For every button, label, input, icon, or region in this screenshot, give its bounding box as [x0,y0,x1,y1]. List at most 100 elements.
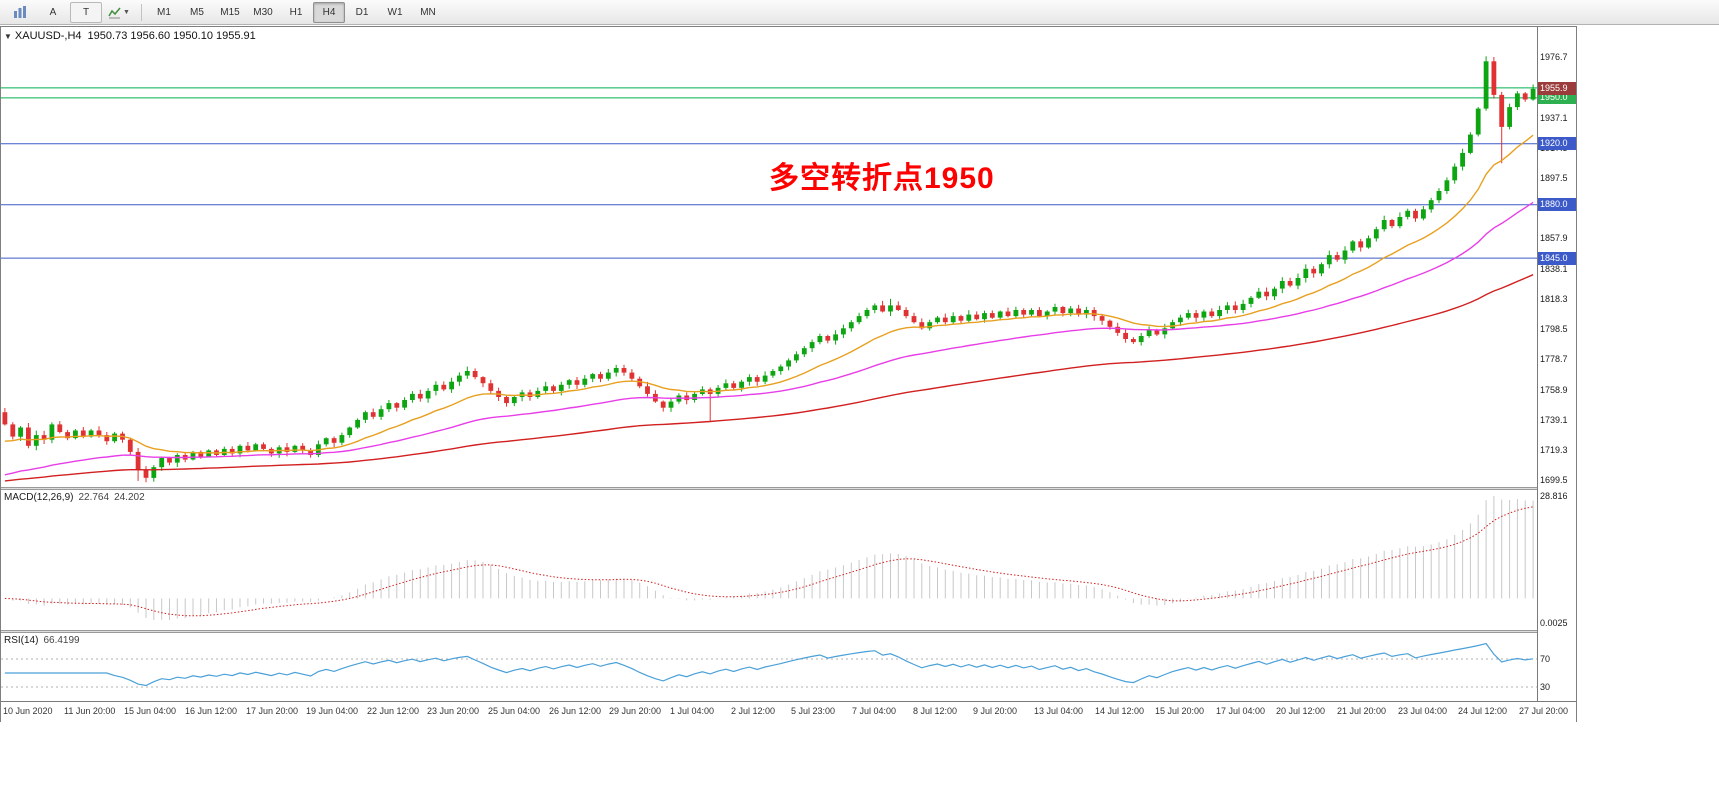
candle [1389,218,1395,229]
candle [786,358,791,371]
time-axis-label: 24 Jul 12:00 [1458,706,1508,716]
bar-chart-icon-button[interactable] [4,2,36,23]
ohlc-values: 1950.73 1956.60 1950.10 1955.91 [87,30,256,42]
candle [605,369,611,381]
price-scale[interactable]: 28.816 0.0025 70 30 1976.71956.91937.119… [1538,27,1576,701]
timeframe-button-d1[interactable]: D1 [355,6,369,18]
candle [1005,307,1011,318]
chart-annotation-text[interactable]: 多空转折点1950 [769,162,995,195]
candle [825,334,831,344]
time-axis-label: 17 Jul 04:00 [1216,706,1266,716]
main-chart-pane[interactable]: ▼ XAUUSD-,H4 1950.73 1956.60 1950.10 1955.… [1,27,1537,487]
timeframe-button-w1[interactable]: W1 [387,6,403,18]
timeframe-buttons: M1 M5 M15 M30 H1 H4 D1 W1 MN [148,1,444,23]
candle [339,432,345,446]
timeframe-button-m30[interactable]: M30 [253,6,273,18]
candle [308,448,313,458]
toolbar-separator [141,3,142,21]
candle [1319,262,1324,277]
candlestick-chart[interactable] [1,27,1537,487]
candle [1115,322,1121,336]
candle [167,456,172,466]
candle [1366,235,1371,249]
price-axis-label: 1778.7 [1540,354,1568,364]
price-axis-label: 1937.1 [1540,113,1568,123]
pane-splitter-rsi[interactable] [1,630,1537,633]
candle [1483,56,1489,111]
indicators-icon [108,7,121,18]
time-axis-label: 10 Jun 2020 [3,706,53,716]
rsi-line [4,642,1534,687]
time-axis[interactable]: 10 Jun 2020 11 Jun 20:00 15 Jun 04:00 16 Ju… [1,701,1576,722]
candle [1381,215,1387,232]
pane-splitter-macd[interactable] [1,487,1537,490]
bar-chart-icon [14,6,26,18]
candle [958,314,964,324]
candle [472,368,478,380]
candle [872,303,878,314]
candle [386,400,392,412]
macd-signal-line [4,506,1534,617]
candle [174,453,180,467]
chart-header: ▼ XAUUSD-,H4 1950.73 1956.60 1950.10 1955.… [4,30,256,42]
macd-chart[interactable] [1,490,1537,630]
candle [221,446,227,457]
timeframe-button-m1[interactable]: M1 [157,6,171,18]
candle [989,310,995,319]
candle [1185,309,1191,320]
timeframe-button-h1[interactable]: H1 [289,6,303,18]
macd-pane[interactable]: MACD(12,26,9) 22.764 24.202 [1,490,1537,630]
timeframe-button-mn[interactable]: MN [420,6,436,18]
candle [535,387,541,399]
indicators-button[interactable]: ▼ [103,2,135,23]
rsi-pane[interactable]: RSI(14) 66.4199 [1,633,1537,699]
price-axis-label: 1739.1 [1540,415,1568,425]
candle [1421,206,1426,221]
candle [1303,264,1309,283]
candle [1436,188,1442,204]
timeframe-button-m15[interactable]: M15 [220,6,240,18]
macd-value-signal: 24.202 [114,492,145,503]
timeframe-button-m5[interactable]: M5 [190,6,204,18]
text-tool-button[interactable]: A [49,6,57,18]
candle [1146,326,1152,338]
timeframe-button-h4[interactable]: H4 [313,1,345,23]
rsi-label: RSI(14) [4,635,39,646]
candle [41,430,47,444]
candle [1468,132,1473,155]
rsi-chart[interactable] [1,633,1537,699]
candle [1138,332,1144,346]
price-axis-line [1537,27,1538,701]
candle [911,312,917,324]
candle [159,456,165,471]
candle [1264,287,1269,301]
macd-scale-top: 28.816 [1540,491,1568,501]
candles [2,56,1536,483]
candle [754,374,760,386]
collapse-triangle-icon[interactable]: ▼ [4,32,12,41]
candle [668,397,674,412]
candle [950,312,956,324]
candle [104,432,110,445]
candle [809,339,815,352]
time-axis-label: 20 Jul 12:00 [1276,706,1326,716]
candle [1013,306,1019,319]
candle [1358,238,1364,252]
candle [65,429,70,441]
candle [1491,57,1497,99]
candle [1397,212,1403,229]
time-axis-label: 22 Jun 12:00 [367,706,420,716]
candle [1021,308,1027,319]
candle [974,311,980,321]
candle [660,400,666,412]
candle [1452,163,1458,184]
candle [26,423,31,449]
type-tool-button[interactable]: T [70,1,102,23]
candle [566,378,572,389]
candle [2,408,8,426]
candle [966,310,972,323]
candle [10,422,16,440]
candle [927,319,933,331]
time-axis-label: 9 Jul 20:00 [973,706,1018,716]
candle [245,442,251,453]
